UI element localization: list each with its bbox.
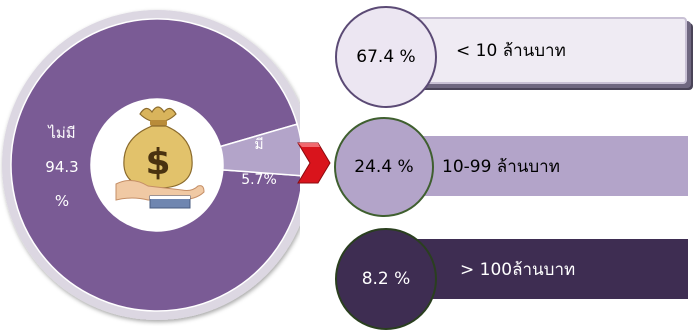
range-row-1-percent: 67.4 % [356,47,416,67]
slice-no [10,18,300,312]
range-row-3-bar: > 100ล้านบาท [388,239,688,299]
range-row-1-label: < 10 ล้านบาท [456,41,566,61]
range-row-3-percent-circle: 8.2 % [335,228,437,330]
slice-yes-value: 5.7% [241,172,277,188]
svg-text:$: $ [145,142,170,183]
range-row-1-percent-circle: 67.4 % [335,6,437,108]
slice-label-yes: มี 5.7% [226,128,292,198]
range-row-3-label: > 100ล้านบาท [460,259,576,280]
money-bag-in-hand-icon: $ [115,106,205,209]
range-row-3-percent: 8.2 % [361,269,411,289]
slice-no-category: ไม่มี [48,124,76,142]
slice-label-no: ไม่มี 94.3 % [30,116,94,218]
range-row-2-label: 10-99 ล้านบาท [442,156,560,177]
range-row-1-bar: < 10 ล้านบาท [388,17,687,84]
slice-no-value: 94.3 [45,158,79,176]
arrow-pointer-icon [297,142,331,184]
range-row-2-percent-circle: 24.4 % [334,117,434,217]
slice-no-unit: % [54,192,70,210]
slice-yes-category: มี [254,137,264,153]
range-row-2-bar: 10-99 ล้านบาท [388,136,688,196]
range-row-2-percent: 24.4 % [354,157,414,177]
